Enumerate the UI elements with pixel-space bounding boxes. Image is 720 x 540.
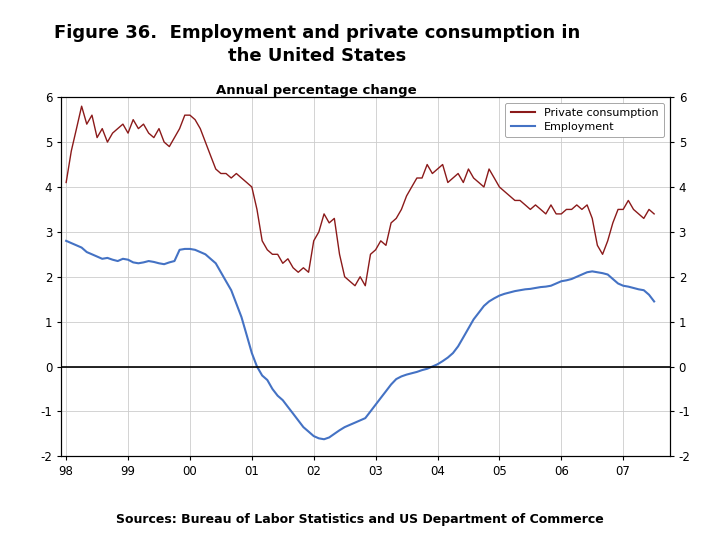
- Text: SVERIGES
RIKSBANK: SVERIGES RIKSBANK: [647, 51, 691, 71]
- Text: Figure 36.  Employment and private consumption in
the United States: Figure 36. Employment and private consum…: [54, 24, 580, 64]
- Legend: Private consumption, Employment: Private consumption, Employment: [505, 103, 664, 137]
- Text: Sources: Bureau of Labor Statistics and US Department of Commerce: Sources: Bureau of Labor Statistics and …: [116, 513, 604, 526]
- Text: Annual percentage change: Annual percentage change: [217, 84, 417, 97]
- Text: ⚙: ⚙: [660, 21, 678, 39]
